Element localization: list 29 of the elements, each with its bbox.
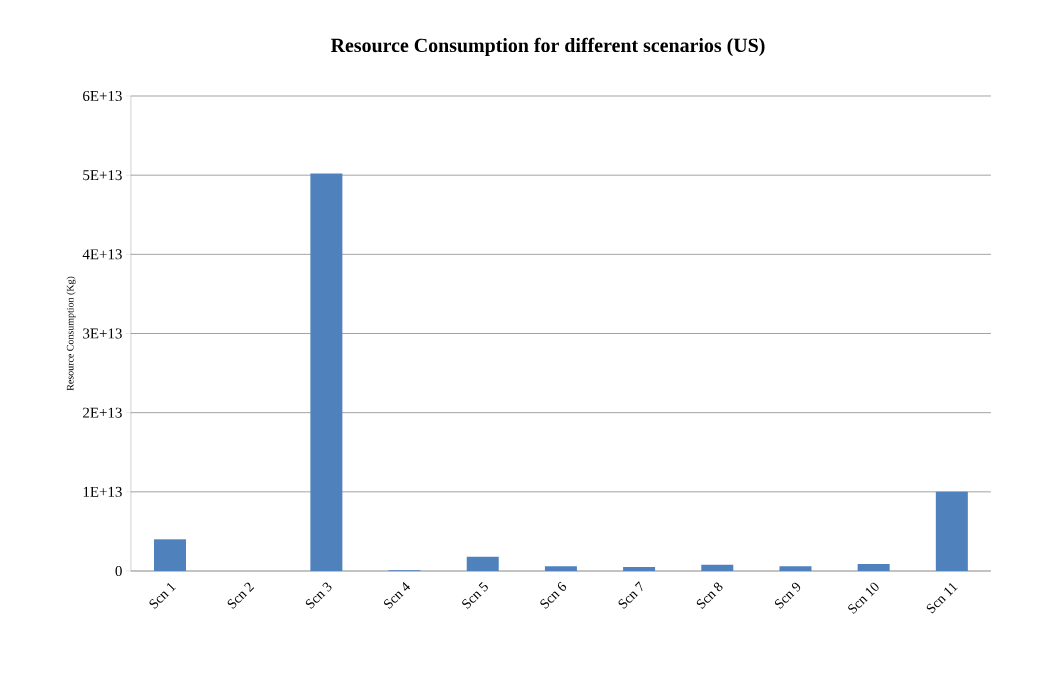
bar (466, 556, 499, 571)
y-tick-label: 3E+13 (83, 328, 122, 339)
x-tick-label: Scn 6 (540, 581, 567, 609)
y-tick-label: 4E+13 (82, 249, 122, 260)
bar (779, 566, 812, 571)
y-axis-title: Resource Consumption (Kg) (66, 276, 76, 391)
y-tick-label: 1E+13 (83, 486, 122, 497)
x-tick-label: Scn 7 (618, 581, 643, 609)
y-tick-label: 5E+13 (83, 170, 122, 181)
bar (154, 539, 186, 571)
x-tick-label: Scn 3 (305, 582, 332, 609)
x-tick-label: Scn 10 (848, 582, 879, 614)
bar (623, 567, 656, 571)
x-tick-label: Scn 1 (149, 582, 176, 609)
x-tick-label: Scn 9 (774, 582, 801, 609)
x-tick-label: Scn 5 (462, 581, 488, 609)
bar (701, 564, 734, 571)
x-tick-label: Scn 11 (926, 582, 958, 614)
y-tick-label: 6E+13 (83, 90, 122, 102)
y-tick-label: 0 (115, 565, 122, 577)
x-tick-label: Scn 8 (696, 582, 723, 609)
x-tick-label: Scn 2 (227, 582, 255, 609)
bar (544, 566, 577, 571)
x-tick-label: Scn 4 (384, 582, 411, 609)
chart-title: Resource Consumption for different scenarios (US) (330, 37, 765, 57)
y-tick-label: 2E+13 (83, 407, 122, 418)
bar (935, 491, 968, 571)
bar (310, 173, 343, 571)
bar (857, 563, 890, 571)
